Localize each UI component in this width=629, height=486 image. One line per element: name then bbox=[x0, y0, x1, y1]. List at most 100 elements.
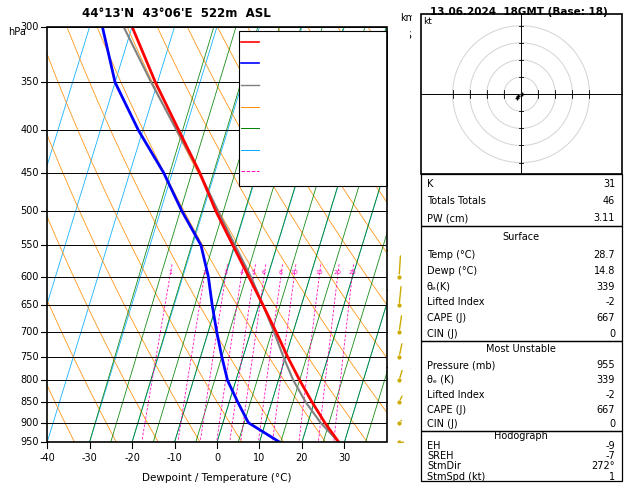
Text: 30: 30 bbox=[338, 452, 350, 463]
Text: Hodograph: Hodograph bbox=[494, 431, 548, 441]
Text: StmDir: StmDir bbox=[427, 461, 461, 471]
Text: 8: 8 bbox=[279, 270, 283, 275]
Text: -2: -2 bbox=[605, 297, 615, 307]
Text: EH: EH bbox=[427, 441, 440, 451]
Text: km: km bbox=[401, 13, 416, 22]
Text: 1: 1 bbox=[609, 471, 615, 482]
Text: 7: 7 bbox=[395, 168, 401, 178]
Text: Dry Adiabat: Dry Adiabat bbox=[263, 102, 309, 111]
Text: Surface: Surface bbox=[503, 232, 540, 242]
Text: 750: 750 bbox=[20, 352, 39, 362]
Text: 10: 10 bbox=[253, 452, 265, 463]
Text: Lifted Index: Lifted Index bbox=[427, 390, 484, 400]
Text: 13.06.2024  18GMT (Base: 18): 13.06.2024 18GMT (Base: 18) bbox=[430, 7, 608, 17]
Text: kt: kt bbox=[423, 17, 431, 26]
Text: 2: 2 bbox=[203, 270, 206, 275]
Text: Parcel Trajectory: Parcel Trajectory bbox=[263, 80, 326, 89]
Text: 550: 550 bbox=[20, 240, 39, 250]
Bar bbox=[421, 431, 621, 481]
Text: 20: 20 bbox=[296, 452, 308, 463]
Text: 44°13'N  43°06'E  522m  ASL: 44°13'N 43°06'E 522m ASL bbox=[82, 7, 270, 20]
Text: 955: 955 bbox=[596, 360, 615, 370]
Text: Wet Adiabat: Wet Adiabat bbox=[263, 123, 309, 133]
Text: 3: 3 bbox=[223, 270, 228, 275]
Text: 0: 0 bbox=[609, 329, 615, 339]
Text: CAPE (J): CAPE (J) bbox=[427, 405, 466, 415]
Text: Isotherm: Isotherm bbox=[263, 145, 297, 154]
FancyBboxPatch shape bbox=[239, 31, 387, 186]
Text: 2: 2 bbox=[395, 373, 401, 383]
Text: -9: -9 bbox=[606, 441, 615, 451]
Text: 339: 339 bbox=[597, 282, 615, 292]
Bar bbox=[421, 15, 621, 174]
Text: 14.8: 14.8 bbox=[594, 266, 615, 276]
Bar bbox=[421, 341, 621, 431]
Text: Dewp (°C): Dewp (°C) bbox=[427, 266, 477, 276]
Text: Dewpoint: Dewpoint bbox=[263, 59, 299, 68]
Text: 3: 3 bbox=[395, 327, 401, 337]
Text: 28.7: 28.7 bbox=[594, 250, 615, 260]
Text: θₑ(K): θₑ(K) bbox=[427, 282, 451, 292]
Text: 0: 0 bbox=[214, 452, 220, 463]
Text: 15: 15 bbox=[315, 270, 323, 275]
Text: Mixing Ratio (g/kg): Mixing Ratio (g/kg) bbox=[426, 191, 435, 278]
Text: -20: -20 bbox=[124, 452, 140, 463]
Text: 900: 900 bbox=[20, 418, 39, 428]
Text: 272°: 272° bbox=[592, 461, 615, 471]
Text: Pressure (mb): Pressure (mb) bbox=[427, 360, 496, 370]
Text: Temperature: Temperature bbox=[263, 37, 311, 46]
Text: 4: 4 bbox=[239, 270, 243, 275]
Text: 1: 1 bbox=[168, 270, 172, 275]
Text: 339: 339 bbox=[597, 375, 615, 385]
Text: 20: 20 bbox=[333, 270, 342, 275]
Text: CIN (J): CIN (J) bbox=[427, 329, 457, 339]
Text: 400: 400 bbox=[20, 125, 39, 136]
Text: -30: -30 bbox=[82, 452, 97, 463]
Text: 667: 667 bbox=[597, 313, 615, 323]
Text: 700: 700 bbox=[20, 327, 39, 337]
Text: 25: 25 bbox=[348, 270, 356, 275]
Text: 31: 31 bbox=[603, 178, 615, 189]
Text: 8: 8 bbox=[395, 97, 401, 107]
Text: CAPE (J): CAPE (J) bbox=[427, 313, 466, 323]
Text: StmSpd (kt): StmSpd (kt) bbox=[427, 471, 485, 482]
Text: 3.11: 3.11 bbox=[594, 213, 615, 224]
Text: 5: 5 bbox=[252, 270, 255, 275]
Text: 4: 4 bbox=[395, 285, 401, 295]
Text: CIN (J): CIN (J) bbox=[427, 419, 457, 430]
Text: 950: 950 bbox=[20, 437, 39, 447]
Bar bbox=[421, 174, 621, 226]
Text: 46: 46 bbox=[603, 196, 615, 206]
Text: 450: 450 bbox=[20, 168, 39, 178]
Text: ASL: ASL bbox=[401, 31, 419, 41]
Text: K: K bbox=[427, 178, 433, 189]
Text: hPa: hPa bbox=[8, 27, 26, 37]
Text: 10: 10 bbox=[291, 270, 298, 275]
Text: θₑ (K): θₑ (K) bbox=[427, 375, 454, 385]
Bar bbox=[421, 226, 621, 341]
Text: -7: -7 bbox=[605, 451, 615, 461]
Text: Lifted Index: Lifted Index bbox=[427, 297, 484, 307]
Text: -40: -40 bbox=[39, 452, 55, 463]
Text: Totals Totals: Totals Totals bbox=[427, 196, 486, 206]
Text: 500: 500 bbox=[20, 206, 39, 216]
Text: Temp (°C): Temp (°C) bbox=[427, 250, 476, 260]
Text: 650: 650 bbox=[20, 300, 39, 311]
Text: 300: 300 bbox=[20, 22, 39, 32]
Text: 600: 600 bbox=[20, 272, 39, 281]
Text: 800: 800 bbox=[20, 375, 39, 385]
Text: 6: 6 bbox=[395, 206, 401, 216]
Text: Dewpoint / Temperature (°C): Dewpoint / Temperature (°C) bbox=[142, 473, 292, 484]
Text: 6: 6 bbox=[262, 270, 266, 275]
Text: -2: -2 bbox=[605, 390, 615, 400]
Text: 350: 350 bbox=[20, 77, 39, 87]
Text: PW (cm): PW (cm) bbox=[427, 213, 468, 224]
Text: Mixing Ratio: Mixing Ratio bbox=[263, 167, 311, 176]
Text: -10: -10 bbox=[167, 452, 182, 463]
Text: 5: 5 bbox=[395, 245, 401, 256]
Text: 1: 1 bbox=[395, 397, 401, 407]
Text: 0: 0 bbox=[609, 419, 615, 430]
Text: LCL: LCL bbox=[395, 362, 411, 371]
Text: 667: 667 bbox=[597, 405, 615, 415]
Text: SREH: SREH bbox=[427, 451, 454, 461]
